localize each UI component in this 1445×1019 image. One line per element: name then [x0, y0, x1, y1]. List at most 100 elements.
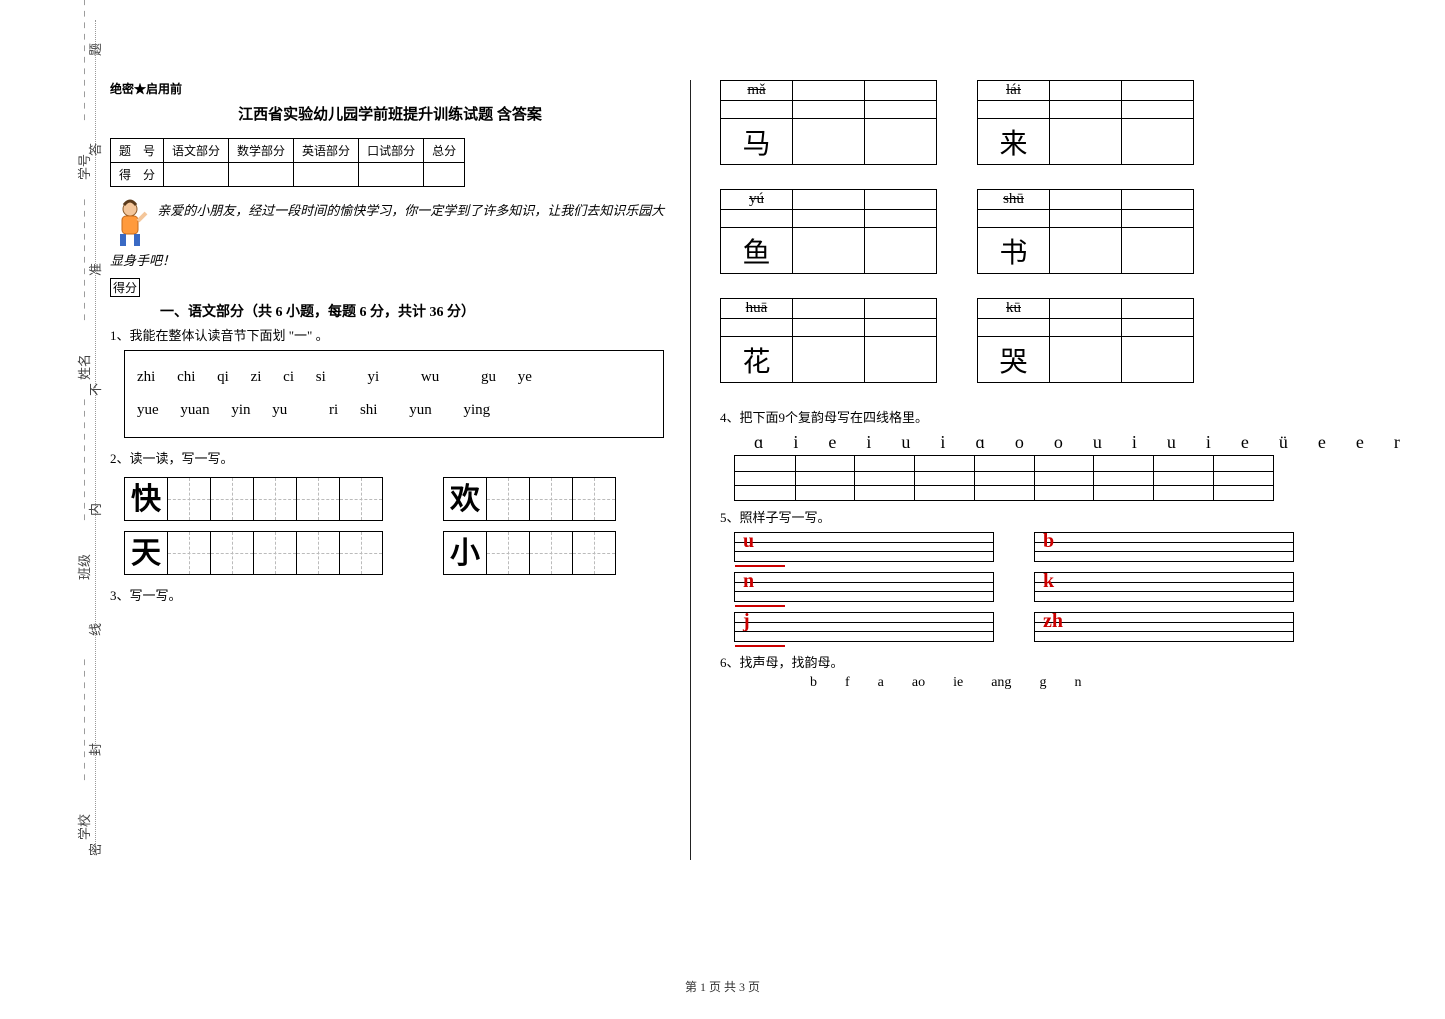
score-cell [229, 163, 294, 187]
question-3: 3、写一写。 [110, 585, 670, 604]
binding-note: 准 [85, 263, 104, 276]
pinyin-item: wu [421, 361, 439, 394]
binding-note: 答 [85, 143, 104, 156]
score-cell: 英语部分 [294, 139, 359, 163]
table-row: 得 分 [111, 163, 465, 187]
pinyin-item: yu [272, 394, 287, 427]
pinyin-item: ying [463, 394, 490, 427]
binding-line-3: ___________ [74, 194, 86, 321]
char-cell [253, 531, 297, 575]
question-4: 4、把下面9个复韵母写在四线格里。 [720, 407, 1300, 426]
pair-table: huā 花 [720, 298, 937, 383]
binding-note: 不 [85, 383, 104, 396]
example-box: u [734, 532, 994, 562]
score-cell: 题 号 [111, 139, 164, 163]
pinyin-item: yue [137, 394, 159, 427]
score-cell [294, 163, 359, 187]
section-1-title: 一、语文部分（共 6 小题，每题 6 分，共计 36 分） [160, 301, 670, 321]
score-cell: 数学部分 [229, 139, 294, 163]
pinyin-box: zhi chi qi zi ci si yi wu gu ye yue yuan… [124, 350, 664, 438]
char-cell [296, 531, 340, 575]
binding-line-4: ___________ [74, 0, 86, 120]
char-cell [296, 477, 340, 521]
binding-line-1: ___________ [74, 654, 86, 781]
question-5: 5、照样子写一写。 [720, 507, 1300, 526]
pair-row: mǎ 马 lái 来 [720, 80, 1300, 165]
char-grid: 快 [124, 477, 383, 521]
pair-table: lái 来 [977, 80, 1194, 165]
right-column: mǎ 马 lái 来 yú 鱼 shū 书 huā 花 kū [720, 80, 1300, 691]
pinyin-item: yuan [180, 394, 209, 427]
child-icon [110, 199, 150, 249]
binding-field-class: 班级 [74, 554, 93, 580]
left-column: 绝密★启用前 江西省实验幼儿园学前班提升训练试题 含答案 题 号 语文部分 数学… [110, 80, 670, 608]
char-sample: 天 [124, 531, 168, 575]
pair-table: mǎ 马 [720, 80, 937, 165]
fourline-block: ɑieiuiɑoouiuieüeer [734, 432, 1300, 501]
char-cell [572, 477, 616, 521]
binding-note: 密 [85, 843, 104, 856]
pinyin-row: zhi chi qi zi ci si yi wu gu ye [137, 361, 651, 394]
secret-label: 绝密★启用前 [110, 80, 670, 97]
intro-text: 亲爱的小朋友，经过一段时间的愉快学习，你一定学到了许多知识，让我们去知识乐园大显… [110, 203, 664, 268]
pair-row: yú 鱼 shū 书 [720, 189, 1300, 274]
char-row: 快 欢 [124, 477, 670, 521]
pinyin-item: shi [360, 394, 378, 427]
char-cell [529, 477, 573, 521]
char-sample: 小 [443, 531, 487, 575]
example-row: u b [734, 532, 1300, 562]
score-box: 得分 [110, 278, 140, 297]
example-box: j [734, 612, 994, 642]
binding-column: 学校 班级 姓名 学号 ___________ ___________ ____… [56, 20, 96, 850]
table-row: 题 号 语文部分 数学部分 英语部分 口试部分 总分 [111, 139, 465, 163]
intro-block: 亲爱的小朋友，经过一段时间的愉快学习，你一定学到了许多知识，让我们去知识乐园大显… [110, 199, 670, 274]
pinyin-row: yue yuan yin yu ri shi yun ying [137, 394, 651, 427]
char-cell [210, 531, 254, 575]
pinyin-item: ye [518, 361, 532, 394]
column-divider [690, 80, 691, 860]
score-cell [424, 163, 465, 187]
example-box: k [1034, 572, 1294, 602]
pinyin-item: ci [283, 361, 294, 394]
char-grid: 天 [124, 531, 383, 575]
score-cell: 语文部分 [164, 139, 229, 163]
char-sample: 快 [124, 477, 168, 521]
pair-table: shū 书 [977, 189, 1194, 274]
char-sample: 欢 [443, 477, 487, 521]
char-cell [339, 477, 383, 521]
question-2: 2、读一读，写一写。 [110, 448, 670, 467]
char-cell [210, 477, 254, 521]
page-footer: 第 1 页 共 3 页 [0, 978, 1445, 995]
question-1: 1、我能在整体认读音节下面划 "一" 。 [110, 325, 670, 344]
char-cell [529, 531, 573, 575]
pinyin-item: chi [177, 361, 195, 394]
char-grid: 欢 [443, 477, 616, 521]
binding-note: 内 [85, 503, 104, 516]
pinyin-item: gu [481, 361, 496, 394]
pinyin-item: zi [251, 361, 262, 394]
char-grid: 小 [443, 531, 616, 575]
char-cell [167, 531, 211, 575]
score-cell: 得 分 [111, 163, 164, 187]
char-cell [253, 477, 297, 521]
pinyin-item: ri [329, 394, 338, 427]
fourline-grid [734, 455, 1274, 501]
paper-title: 江西省实验幼儿园学前班提升训练试题 含答案 [110, 103, 670, 124]
binding-field-id: 学号 [74, 154, 93, 180]
char-cell [167, 477, 211, 521]
q6-letters: bfaaoieanggn [810, 675, 1300, 691]
binding-field-school: 学校 [74, 814, 93, 840]
question-6: 6、找声母，找韵母。 [720, 652, 1300, 671]
pinyin-item: si [316, 361, 326, 394]
example-box: n [734, 572, 994, 602]
example-box: zh [1034, 612, 1294, 642]
binding-note: 封 [85, 743, 104, 756]
binding-note: 题 [85, 43, 104, 56]
pinyin-item: yun [409, 394, 432, 427]
score-cell [359, 163, 424, 187]
pinyin-item: qi [217, 361, 229, 394]
pinyin-item: yin [231, 394, 250, 427]
char-cell [572, 531, 616, 575]
score-cell: 总分 [424, 139, 465, 163]
binding-line-2: ___________ [74, 394, 86, 521]
